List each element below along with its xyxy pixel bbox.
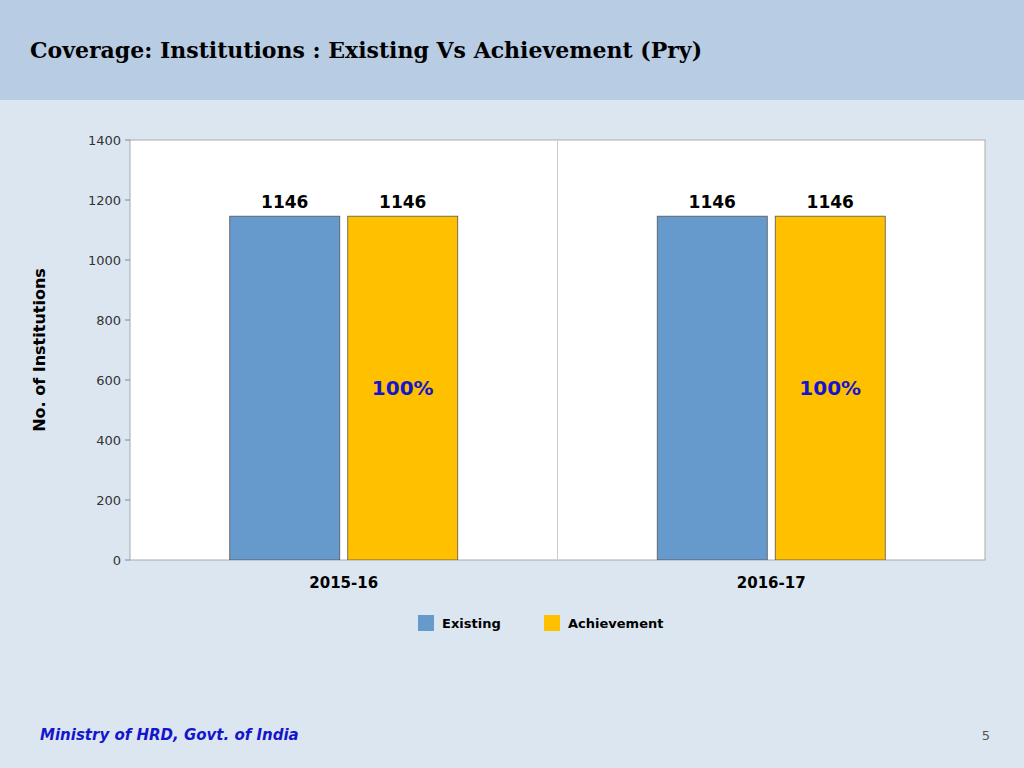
title-banner xyxy=(0,0,1024,100)
legend: Existing Achievement xyxy=(418,615,663,631)
percentage-label: 100% xyxy=(372,376,434,400)
y-tick xyxy=(125,260,130,261)
y-tick-label: 800 xyxy=(96,313,121,328)
legend-label: Existing xyxy=(442,616,501,631)
bar xyxy=(657,216,767,560)
title: Coverage: Institutions : Existing Vs Ach… xyxy=(30,37,702,63)
footer: Ministry of HRD, Govt. of India xyxy=(40,726,299,744)
y-tick xyxy=(125,140,130,141)
y-tick-label: 0 xyxy=(113,553,121,568)
page-number: 5 xyxy=(982,728,990,743)
percentage-label: 100% xyxy=(799,376,861,400)
y-tick xyxy=(125,560,130,561)
data-label: 1146 xyxy=(261,192,308,212)
chart-container: Coverage: Institutions : Existing Vs Ach… xyxy=(0,0,1024,768)
y-tick xyxy=(125,380,130,381)
legend-swatch xyxy=(418,615,434,631)
bar xyxy=(348,216,458,560)
data-label: 1146 xyxy=(379,192,426,212)
group-separator xyxy=(557,140,558,560)
y-tick-label: 1000 xyxy=(88,253,121,268)
data-label: 1146 xyxy=(807,192,854,212)
y-tick-label: 400 xyxy=(96,433,121,448)
legend-swatch xyxy=(544,615,560,631)
y-tick-label: 1400 xyxy=(88,133,121,148)
legend-label: Achievement xyxy=(568,616,663,631)
bar xyxy=(775,216,885,560)
background xyxy=(0,0,1024,768)
y-tick-label: 600 xyxy=(96,373,121,388)
plot-frame xyxy=(130,140,985,560)
y-axis-label: No. of Institutions xyxy=(30,268,49,432)
y-tick xyxy=(125,440,130,441)
data-label: 1146 xyxy=(689,192,736,212)
data-labels: 1146 1146 100% 1146 1146 100% xyxy=(261,192,861,400)
x-tick-label: 2016-17 xyxy=(737,574,806,592)
y-tick xyxy=(125,200,130,201)
x-tick-label: 2015-16 xyxy=(309,574,378,592)
bar xyxy=(230,216,340,560)
y-tick-label: 1200 xyxy=(88,193,121,208)
y-tick-label: 200 xyxy=(96,493,121,508)
chart-svg: Coverage: Institutions : Existing Vs Ach… xyxy=(0,0,1024,768)
y-tick xyxy=(125,320,130,321)
y-tick xyxy=(125,500,130,501)
